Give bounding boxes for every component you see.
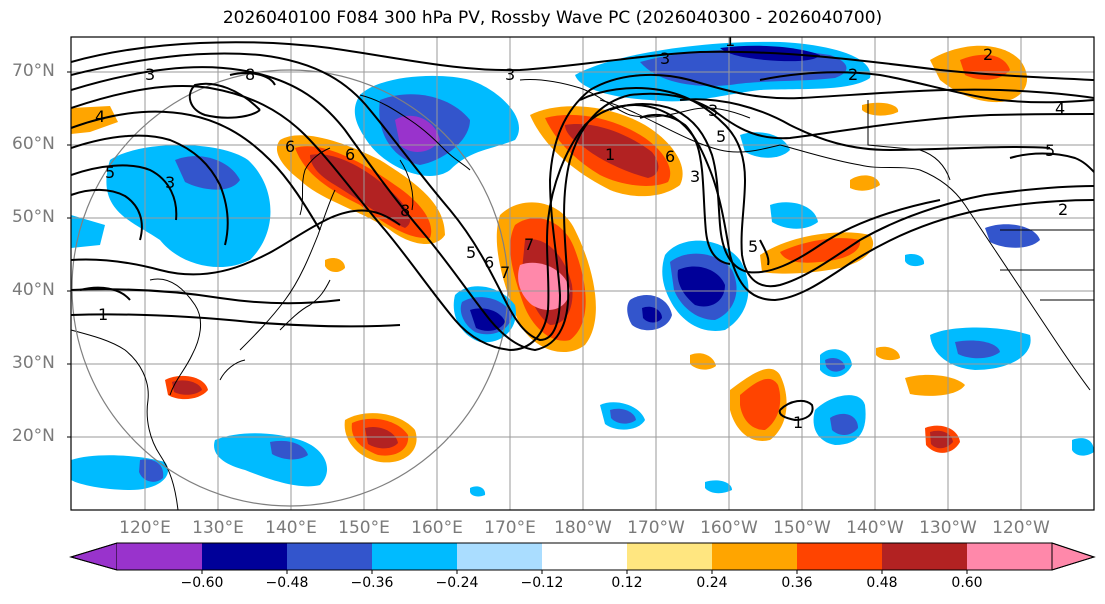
- pv-anomaly-positive: [850, 175, 880, 191]
- colorbar-tick-label: 0.48: [866, 575, 898, 591]
- contour-label: 6: [484, 253, 494, 272]
- contour-label: 5: [466, 243, 476, 262]
- contour-label: 5: [105, 163, 115, 182]
- pv-anomaly-negative: [610, 408, 636, 424]
- pv-anomaly-negative: [470, 486, 486, 497]
- colorbar-tick-label: −0.48: [265, 575, 309, 591]
- pv-anomaly-positive: [172, 380, 202, 395]
- colorbar-tick-label: 0.36: [781, 575, 813, 591]
- pv-anomaly-positive: [325, 257, 345, 273]
- contour-label: 3: [660, 49, 670, 68]
- contour-label: 7: [524, 235, 534, 254]
- pv-anomaly-negative: [677, 266, 725, 307]
- figure-title: 2026040100 F084 300 hPa PV, Rossby Wave …: [222, 8, 883, 28]
- lat-label: 60°N: [12, 134, 55, 154]
- pv-anomaly-negative: [71, 215, 105, 248]
- colorbar-tick-label: −0.60: [180, 575, 224, 591]
- pv-anomaly-negative: [1072, 438, 1094, 456]
- contour-label: 5: [748, 237, 758, 256]
- pv-anomaly-positive: [365, 426, 398, 449]
- contour-label: 3: [505, 65, 515, 84]
- colorbar-extend-high: [1051, 542, 1096, 571]
- contour-label: 6: [665, 147, 675, 166]
- great-circle-ring: [71, 69, 509, 507]
- lon-label: 130°E: [192, 518, 244, 538]
- colorbar-tick-label: 0.60: [951, 575, 983, 591]
- contour-label: 1: [725, 31, 735, 50]
- pv-anomaly-positive: [862, 102, 899, 116]
- graticule: [71, 37, 1094, 510]
- lat-label: 30°N: [12, 353, 55, 373]
- lon-label: 140°W: [846, 518, 904, 538]
- contour-label: 7: [500, 263, 510, 282]
- pv-anomaly-negative: [175, 156, 240, 190]
- pv-anomaly-positive: [690, 353, 716, 370]
- contour-label: 3: [690, 167, 700, 186]
- lat-label: 70°N: [12, 61, 55, 81]
- contour-label: 1: [793, 413, 803, 432]
- pv-anomaly-positive: [930, 430, 953, 449]
- lat-label: 50°N: [12, 207, 55, 227]
- contour-label: 4: [1055, 99, 1065, 118]
- lon-label: 130°W: [919, 518, 977, 538]
- lon-label: 160°W: [700, 518, 758, 538]
- contour-label: 3: [165, 173, 175, 192]
- colorbar-tick-label: 0.24: [696, 575, 728, 591]
- lat-label: 20°N: [12, 426, 55, 446]
- lon-label: 120°E: [119, 518, 171, 538]
- pv-anomaly-negative: [825, 357, 845, 372]
- pv-anomaly-negative: [830, 413, 858, 435]
- contour-label: 5: [1045, 141, 1055, 160]
- pv-anomaly-negative: [270, 440, 308, 460]
- colorbar-tick-label: −0.24: [435, 575, 479, 591]
- contour-label: 8: [400, 201, 410, 220]
- contour-label: 1: [605, 145, 615, 164]
- contour-labels: 3 3 8 3 3 3 1 2 4 4 6 6 6 5 5 5 2 1 1 1 …: [95, 31, 1068, 432]
- axis-ticks: [67, 71, 71, 438]
- lon-label: 170°W: [627, 518, 685, 538]
- contour-label: 6: [345, 145, 355, 164]
- lon-label: 150°E: [338, 518, 390, 538]
- lon-label: 180°W: [554, 518, 612, 538]
- lon-label: 160°E: [411, 518, 463, 538]
- map-frame: [70, 36, 1095, 511]
- contour-label: 2: [983, 45, 993, 64]
- lon-label: 150°W: [773, 518, 831, 538]
- map-content: 3 3 8 3 3 3 1 2 4 4 6 6 6 5 5 5 2 1 1 1 …: [71, 31, 1094, 510]
- pv-anomaly-positive: [876, 346, 900, 361]
- colorbar-extend-low: [69, 542, 118, 571]
- contour-label: 2: [1058, 200, 1068, 219]
- contour-label: 1: [98, 305, 108, 324]
- pv-anomaly-positive: [905, 374, 965, 396]
- lon-label: 140°E: [265, 518, 317, 538]
- pv-anomaly-fills: [71, 41, 1094, 497]
- contour-label: 8: [245, 65, 255, 84]
- pv-anomaly-negative: [905, 254, 925, 267]
- pv-contours: [71, 41, 1094, 422]
- colorbar-tick-label: 0.12: [611, 575, 643, 591]
- contour-label: 5: [716, 127, 726, 146]
- pv-anomaly-positive: [565, 124, 659, 178]
- pv-anomaly-negative: [470, 308, 505, 331]
- pv-anomaly-negative: [642, 306, 662, 323]
- contour-label: 4: [95, 107, 105, 126]
- lat-label: 40°N: [12, 280, 55, 300]
- pv-anomaly-positive: [518, 262, 570, 310]
- pv-anomaly-negative: [395, 115, 440, 152]
- pv-anomaly-positive: [740, 378, 781, 430]
- contour-label: 3: [145, 65, 155, 84]
- contour-label: 2: [848, 65, 858, 84]
- lon-label: 170°E: [484, 518, 536, 538]
- pv-anomaly-negative: [955, 340, 1000, 359]
- pv-anomaly-negative: [705, 480, 732, 494]
- pv-anomaly-positive: [310, 154, 411, 228]
- lon-label: 120°W: [992, 518, 1050, 538]
- contour-label: 6: [285, 137, 295, 156]
- colorbar-tick-label: −0.36: [350, 575, 394, 591]
- colorbar-tick-label: −0.12: [520, 575, 564, 591]
- pv-anomaly-negative: [770, 202, 818, 229]
- contour-label: 3: [708, 101, 718, 120]
- colorbar: [69, 542, 1096, 574]
